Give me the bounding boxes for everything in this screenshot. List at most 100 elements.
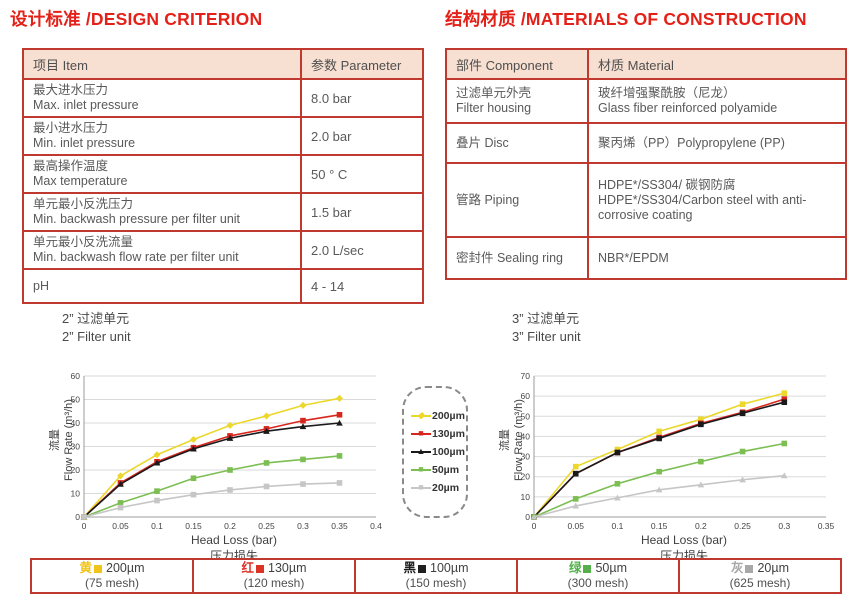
svg-text:0.1: 0.1: [151, 521, 163, 531]
item-label-en: Min. backwash pressure per filter unit: [33, 212, 241, 226]
size-label: 100µm: [430, 560, 469, 575]
table-row: 最小进水压力 Min. inlet pressure 2.0 bar: [22, 116, 424, 156]
material-value-zh: HDPE*/SS304/ 碳钢防腐: [598, 177, 736, 192]
legend-item-130um: ■ 130µm: [411, 428, 465, 440]
legend-label: 130µm: [432, 428, 465, 440]
item-label-zh: 最小进水压力: [33, 121, 109, 135]
legend-marker-200um: ◆: [411, 411, 431, 421]
svg-text:0: 0: [82, 521, 87, 531]
legend-marker-50um: ■: [411, 465, 431, 475]
chart-title-3inch-en: 3” Filter unit: [512, 329, 581, 345]
svg-text:40: 40: [521, 431, 531, 441]
legend-label: 100µm: [432, 446, 465, 458]
table-row: pH 4 - 14: [22, 268, 424, 304]
legend-marker-130um: ■: [411, 429, 431, 439]
chart-legend-box: ◆ 200µm ■ 130µm ▲ 100µm ■ 50µm: [402, 386, 468, 518]
table-row: 单元最小反洗流量 Min. backwash flow rate per fil…: [22, 230, 424, 270]
color-name-label: 绿: [568, 560, 582, 575]
material-value-en: Glass fiber reinforced polyamide: [598, 101, 778, 115]
size-label: 200µm: [106, 560, 145, 575]
key-cell-green-50um: 绿 50µm (300 mesh): [516, 558, 680, 594]
legend-label: 20µm: [432, 482, 460, 494]
color-swatch-icon: [94, 564, 103, 573]
color-name-label: 红: [241, 560, 255, 575]
legend-item-50um: ■ 50µm: [411, 464, 459, 476]
item-label-en: Min. backwash flow rate per filter unit: [33, 250, 239, 264]
svg-text:0.15: 0.15: [185, 521, 202, 531]
table-row: 管路 Piping HDPE*/SS304/ 碳钢防腐 HDPE*/SS304/…: [445, 162, 847, 238]
svg-text:10: 10: [71, 489, 81, 499]
svg-text:0.3: 0.3: [297, 521, 309, 531]
svg-text:0.2: 0.2: [695, 521, 707, 531]
svg-text:0.05: 0.05: [567, 521, 584, 531]
legend-marker-100um: ▲: [411, 447, 431, 457]
item-label-zh: pH: [33, 278, 49, 293]
parameter-value: 4 - 14: [300, 268, 424, 304]
component-label-zh: 过滤单元外壳: [456, 86, 532, 100]
color-name-label: 灰: [730, 560, 744, 575]
svg-text:0.25: 0.25: [258, 521, 275, 531]
flow-rate-chart-2inch: 0 10 20 30 40 50 60 0 0.05 0.1 0.15 0.2 0.25 0.3 0.35 0…: [71, 371, 383, 531]
legend-item-20um: ■ 20µm: [411, 482, 459, 494]
item-label-en: Max. inlet pressure: [33, 98, 139, 112]
svg-text:30: 30: [521, 452, 531, 462]
chart-title-2inch: 2” 过滤单元 2” Filter unit: [62, 310, 131, 346]
color-swatch-icon: [418, 564, 427, 573]
mesh-label: (150 mesh): [405, 576, 467, 591]
item-label-zh: 最高操作温度: [33, 159, 109, 173]
svg-text:0.35: 0.35: [818, 521, 835, 531]
material-value-zh: 玻纤增强聚酰胺（尼龙）: [598, 86, 736, 100]
color-swatch-icon: [745, 564, 754, 573]
svg-text:0: 0: [75, 512, 80, 522]
size-label: 50µm: [595, 560, 628, 575]
design-criterion-title: 设计标准 /DESIGN CRITERION: [10, 9, 263, 29]
col-header-parameter: 参数 Parameter: [300, 48, 424, 80]
svg-text:0.35: 0.35: [331, 521, 348, 531]
table-row: 密封件 Sealing ring NBR*/EPDM: [445, 236, 847, 280]
item-label-zh: 单元最小反洗压力: [33, 197, 134, 211]
diamond-icon: ◆: [417, 410, 425, 421]
square-icon: ■: [418, 428, 424, 439]
svg-text:20: 20: [521, 472, 531, 482]
size-label: 130µm: [268, 560, 307, 575]
parameter-value: 8.0 bar: [300, 78, 424, 118]
parameter-value: 2.0 bar: [300, 116, 424, 156]
color-swatch-icon: [583, 564, 592, 573]
color-swatch-icon: [256, 564, 265, 573]
component-label-zh: 管路 Piping: [456, 192, 520, 207]
col-header-item: 项目 Item: [22, 48, 302, 80]
material-value-en: HDPE*/SS304/Carbon steel with anti-corro…: [598, 192, 807, 222]
chart-title-3inch-zh: 3” 过滤单元: [512, 311, 580, 326]
svg-text:0.2: 0.2: [224, 521, 236, 531]
materials-table: 部件 Component 材质 Material 过滤单元外壳 Filter h…: [445, 48, 847, 280]
component-label-zh: 密封件 Sealing ring: [456, 250, 563, 265]
key-cell-gray-20um: 灰 20µm (625 mesh): [678, 558, 842, 594]
parameter-value: 2.0 L/sec: [300, 230, 424, 270]
svg-text:60: 60: [521, 391, 531, 401]
col-header-material: 材质 Material: [587, 48, 847, 80]
table-row: 最高操作温度 Max temperature 50 ° C: [22, 154, 424, 194]
svg-text:10: 10: [521, 492, 531, 502]
table-row: 过滤单元外壳 Filter housing 玻纤增强聚酰胺（尼龙） Glass …: [445, 78, 847, 124]
svg-text:60: 60: [71, 371, 81, 381]
item-label-en: Min. inlet pressure: [33, 136, 136, 150]
svg-text:30: 30: [71, 442, 81, 452]
chart-title-2inch-en: 2” Filter unit: [62, 329, 131, 345]
x-axis-title-en: Head Loss (bar): [190, 533, 278, 547]
materials-title: 结构材质 /MATERIALS OF CONSTRUCTION: [445, 9, 807, 29]
flow-rate-chart-3inch: 0 10 20 30 40 50 60 70 0 0.05 0.1 0.15 0.2 0.25 0.3 0.3…: [521, 371, 835, 531]
svg-text:0.4: 0.4: [370, 521, 382, 531]
svg-text:0.05: 0.05: [112, 521, 129, 531]
table-header-row: 部件 Component 材质 Material: [445, 48, 847, 80]
chart-title-2inch-zh: 2” 过滤单元: [62, 311, 130, 326]
triangle-icon: ▲: [416, 446, 426, 457]
legend-marker-20um: ■: [411, 483, 431, 493]
material-value-zh: NBR*/EPDM: [598, 250, 669, 265]
col-header-component: 部件 Component: [445, 48, 589, 80]
x-axis-title-en: Head Loss (bar): [640, 533, 728, 547]
design-criterion-table: 项目 Item 参数 Parameter 最大进水压力 Max. inlet p…: [22, 48, 424, 304]
svg-text:0.3: 0.3: [778, 521, 790, 531]
parameter-value: 1.5 bar: [300, 192, 424, 232]
item-label-en: Max temperature: [33, 174, 128, 188]
